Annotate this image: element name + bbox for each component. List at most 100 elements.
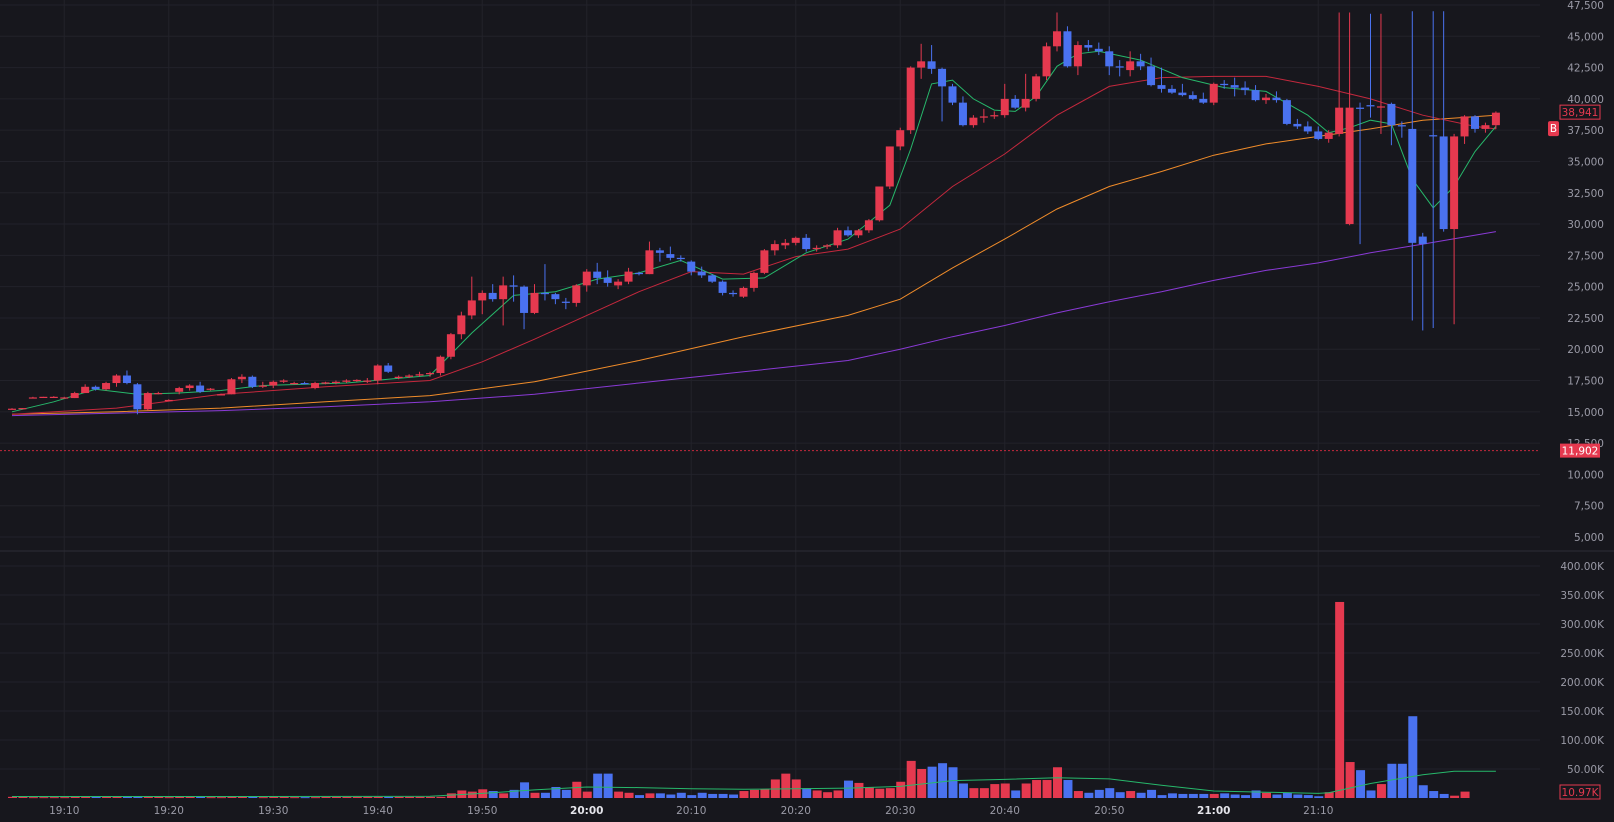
volume-bar[interactable]: [1115, 792, 1125, 798]
candle-body[interactable]: [561, 301, 570, 303]
candle-body[interactable]: [446, 334, 455, 357]
volume-bar[interactable]: [1303, 795, 1313, 798]
candle-body[interactable]: [185, 385, 194, 389]
candle-body[interactable]: [206, 388, 215, 390]
volume-bar[interactable]: [394, 796, 404, 798]
candle-body[interactable]: [1366, 105, 1375, 107]
candle-body[interactable]: [1230, 85, 1239, 88]
candle-body[interactable]: [478, 292, 487, 301]
candle-body[interactable]: [1188, 95, 1197, 99]
candle-body[interactable]: [739, 287, 748, 297]
volume-bar[interactable]: [363, 796, 373, 798]
volume-bar[interactable]: [102, 796, 112, 798]
candle-body[interactable]: [760, 250, 769, 273]
volume-bar[interactable]: [1439, 793, 1449, 798]
candle-body[interactable]: [39, 396, 48, 399]
volume-bar[interactable]: [258, 797, 268, 799]
volume-bar[interactable]: [18, 796, 28, 798]
volume-bar[interactable]: [1450, 795, 1460, 798]
candle-body[interactable]: [133, 384, 142, 410]
candle-body[interactable]: [948, 86, 957, 103]
volume-bar[interactable]: [1282, 792, 1292, 798]
candle-body[interactable]: [1136, 61, 1145, 67]
candle-body[interactable]: [426, 373, 434, 375]
candle-body[interactable]: [885, 146, 894, 187]
candle-body[interactable]: [18, 408, 27, 410]
volume-bar[interactable]: [269, 796, 279, 798]
volume-bar[interactable]: [885, 788, 895, 798]
volume-bar[interactable]: [164, 797, 174, 799]
candlestick-series[interactable]: [8, 11, 1500, 415]
candle-body[interactable]: [1429, 135, 1438, 137]
volume-bar[interactable]: [509, 789, 519, 798]
volume-bar[interactable]: [185, 796, 195, 798]
volume-bar[interactable]: [603, 773, 613, 798]
volume-bar[interactable]: [373, 796, 383, 798]
volume-bar[interactable]: [1397, 763, 1407, 798]
candle-body[interactable]: [248, 376, 257, 387]
candle-body[interactable]: [1251, 90, 1260, 101]
candle-body[interactable]: [237, 376, 246, 380]
candle-body[interactable]: [540, 292, 549, 295]
volume-bar[interactable]: [28, 797, 38, 799]
candle-body[interactable]: [258, 385, 267, 387]
volume-bar[interactable]: [81, 796, 91, 798]
candle-body[interactable]: [791, 237, 800, 243]
candle-body[interactable]: [1053, 31, 1061, 47]
volume-bar[interactable]: [342, 796, 352, 798]
candle-body[interactable]: [509, 285, 518, 287]
candle-body[interactable]: [1220, 83, 1229, 86]
volume-bar[interactable]: [133, 796, 143, 798]
candle-body[interactable]: [875, 186, 884, 221]
candle-body[interactable]: [405, 375, 414, 377]
candle-body[interactable]: [708, 275, 717, 282]
candle-body[interactable]: [196, 385, 205, 392]
volume-bar[interactable]: [196, 796, 206, 798]
candle-body[interactable]: [331, 381, 340, 383]
candle-body[interactable]: [1032, 76, 1041, 99]
candle-body[interactable]: [1209, 83, 1218, 103]
candle-body[interactable]: [990, 115, 999, 117]
volume-bar[interactable]: [1272, 794, 1282, 798]
volume-bar[interactable]: [1356, 770, 1366, 798]
volume-bar[interactable]: [488, 791, 498, 798]
volume-bar[interactable]: [290, 797, 300, 799]
volume-bar[interactable]: [1157, 795, 1167, 798]
volume-bar[interactable]: [1262, 792, 1271, 798]
volume-bar[interactable]: [384, 796, 394, 798]
volume-bar[interactable]: [624, 792, 634, 798]
candle-body[interactable]: [1376, 106, 1385, 108]
candle-body[interactable]: [227, 379, 236, 395]
candle-body[interactable]: [1021, 98, 1030, 108]
candle-body[interactable]: [467, 300, 476, 316]
volume-bar[interactable]: [906, 760, 916, 798]
volume-bar[interactable]: [467, 791, 477, 798]
volume-bar[interactable]: [175, 796, 185, 798]
volume-bar[interactable]: [1178, 793, 1188, 798]
candle-body[interactable]: [300, 383, 309, 385]
candle-body[interactable]: [1084, 45, 1093, 48]
volume-bar[interactable]: [321, 796, 331, 798]
volume-bar[interactable]: [760, 789, 770, 798]
volume-bar[interactable]: [1000, 783, 1010, 799]
candle-body[interactable]: [143, 393, 152, 410]
volume-bar[interactable]: [1084, 792, 1094, 798]
candle-body[interactable]: [979, 116, 988, 118]
candle-body[interactable]: [927, 61, 936, 69]
candle-body[interactable]: [1241, 87, 1250, 91]
volume-bar[interactable]: [896, 781, 906, 798]
candle-body[interactable]: [122, 375, 131, 384]
volume-bar[interactable]: [1230, 794, 1240, 798]
candle-body[interactable]: [164, 399, 173, 402]
volume-bar[interactable]: [812, 790, 822, 798]
volume-bar[interactable]: [1314, 796, 1324, 798]
volume-bar[interactable]: [1460, 791, 1470, 798]
volume-bar[interactable]: [823, 792, 833, 798]
volume-bar[interactable]: [1094, 789, 1104, 798]
candle-body[interactable]: [687, 261, 696, 272]
volume-bar[interactable]: [206, 797, 216, 799]
volume-bar[interactable]: [561, 789, 571, 798]
candle-body[interactable]: [844, 230, 852, 236]
volume-bar[interactable]: [938, 763, 948, 798]
